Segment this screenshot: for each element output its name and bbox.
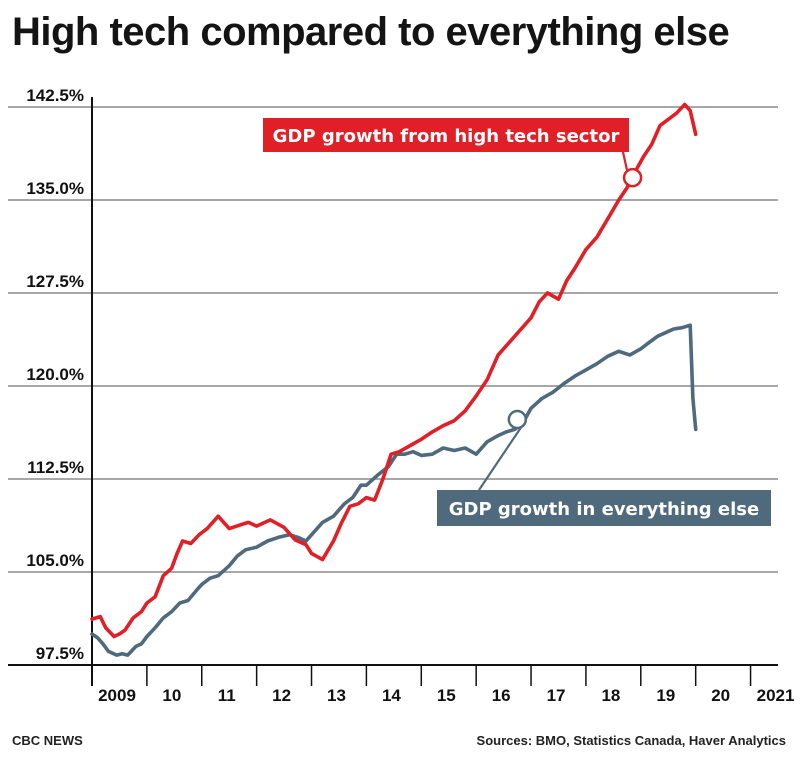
x-tick-label: 19 xyxy=(656,686,675,705)
x-tick-label: 2021 xyxy=(757,686,795,705)
y-tick-label: 135.0% xyxy=(26,179,84,198)
y-tick-label: 120.0% xyxy=(26,365,84,384)
x-tick-label: 11 xyxy=(218,686,236,705)
x-tick-label: 15 xyxy=(437,686,456,705)
x-tick-label: 16 xyxy=(492,686,511,705)
y-tick-label: 127.5% xyxy=(26,272,84,291)
callout-leader-everything-else xyxy=(478,424,524,491)
x-tick-label: 2009 xyxy=(98,686,136,705)
y-axis: 97.5% 105.0% 112.5% 120.0% 127.5% 135.0% 142.5… xyxy=(26,86,84,663)
grid-lines xyxy=(8,97,778,686)
y-tick-label: 97.5% xyxy=(36,644,84,663)
series-line-everything-else xyxy=(90,323,698,657)
y-tick-label: 142.5% xyxy=(26,86,84,105)
series-lines xyxy=(90,102,698,657)
x-tick-label: 12 xyxy=(272,686,291,705)
callout-label-everything-else: GDP growth in everything else xyxy=(449,499,759,520)
callout-leader-high-tech xyxy=(621,151,629,173)
x-tick-label: 17 xyxy=(547,686,566,705)
x-tick-label: 13 xyxy=(327,686,346,705)
source-credit: CBC NEWS xyxy=(12,733,83,748)
x-tick-label: 18 xyxy=(601,686,620,705)
x-tick-label: 20 xyxy=(711,686,730,705)
x-axis: 2009 10 11 12 13 14 15 16 17 18 19 20 2021 xyxy=(91,665,795,705)
callouts: GDP growth from high tech sector GDP grow… xyxy=(263,118,771,526)
callout-label-high-tech: GDP growth from high tech sector xyxy=(273,126,620,147)
x-tick-label: 14 xyxy=(382,686,401,705)
chart-title: High tech compared to everything else xyxy=(12,10,730,54)
source-list: Sources: BMO, Statistics Canada, Haver A… xyxy=(476,733,786,748)
callout-box-high-tech xyxy=(263,118,629,152)
y-tick-label: 112.5% xyxy=(27,458,84,477)
x-tick-label: 10 xyxy=(162,686,181,705)
callout-marker-high-tech xyxy=(622,167,643,188)
callout-marker-everything-else xyxy=(507,409,528,430)
callout-box-everything-else xyxy=(437,490,771,526)
series-line-high-tech xyxy=(90,102,698,639)
y-tick-label: 105.0% xyxy=(26,551,84,570)
